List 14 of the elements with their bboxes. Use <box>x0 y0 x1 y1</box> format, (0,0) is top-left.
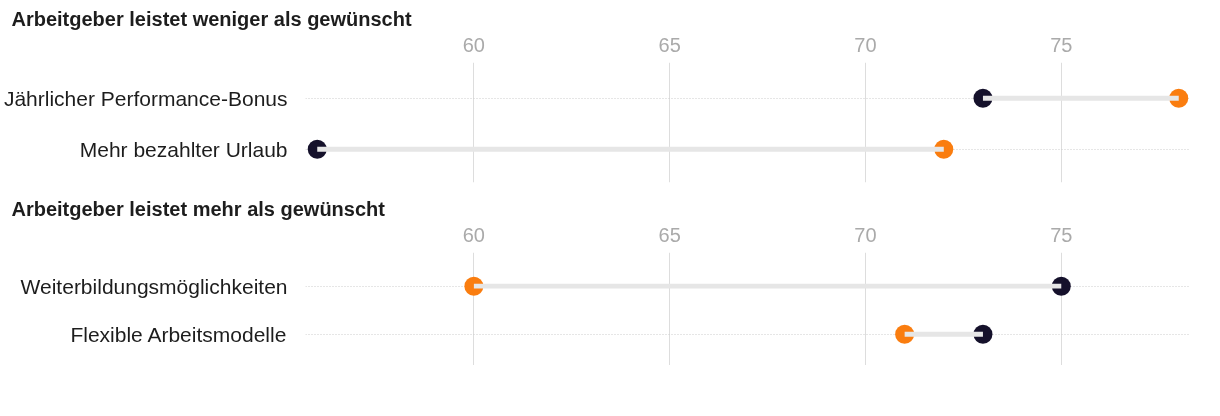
x-tick-label: 65 <box>658 223 681 246</box>
y-tick-label: Mehr bezahlter Urlaub <box>79 137 288 161</box>
y-tick-label: Weiterbildungsmöglichkeiten <box>20 274 288 298</box>
x-tick-label: 65 <box>658 33 681 56</box>
x-tick-label: 70 <box>854 223 877 246</box>
x-tick-label: 60 <box>462 33 486 56</box>
chart-title: Arbeitgeber leistet mehr als gewünscht <box>11 197 386 220</box>
x-tick-label: 75 <box>1050 33 1073 56</box>
chart-title: Arbeitgeber leistet weniger als gewünscht <box>11 7 412 30</box>
x-tick-label: 70 <box>854 33 877 56</box>
y-tick-label: Jährlicher Performance-Bonus <box>3 86 288 110</box>
x-tick-label: 75 <box>1050 223 1073 246</box>
y-tick-label: Flexible Arbeitsmodelle <box>70 322 287 346</box>
x-tick-label: 60 <box>462 223 486 246</box>
